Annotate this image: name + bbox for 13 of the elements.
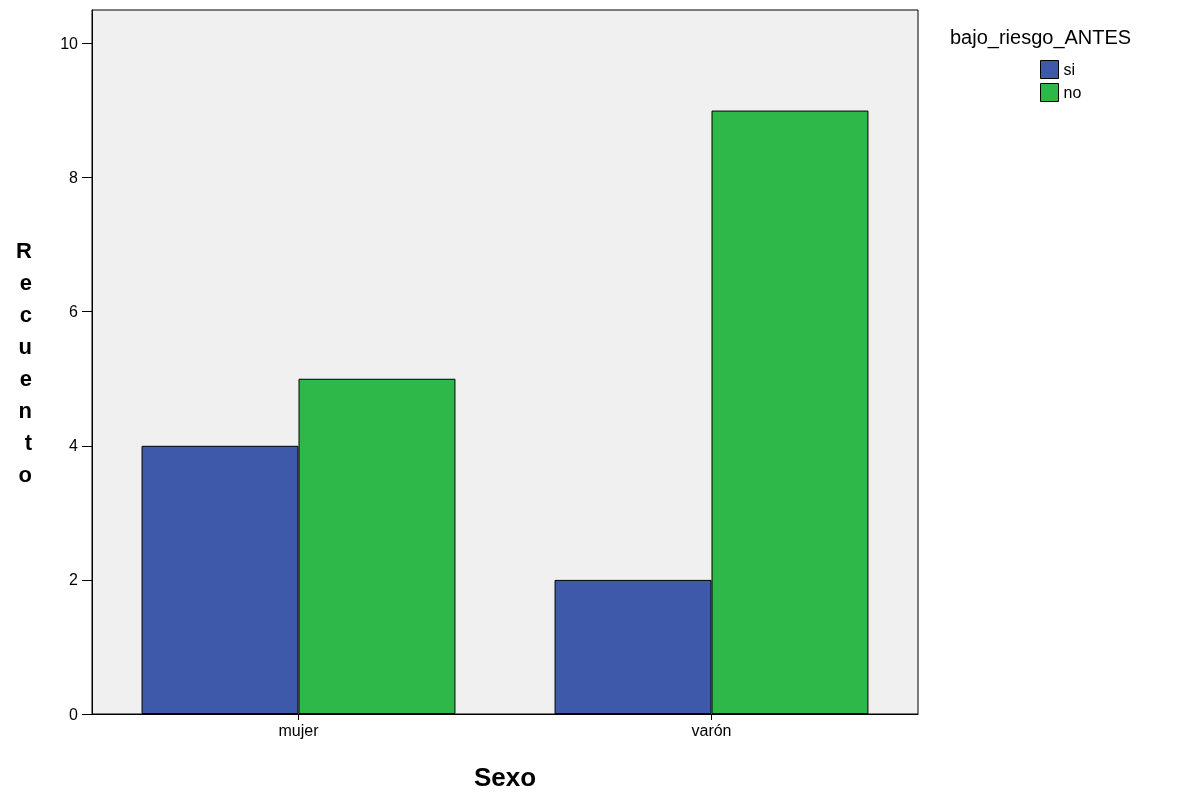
y-tick-label: 2 — [69, 571, 79, 589]
y-axis-title: Recuento — [16, 237, 33, 487]
y-tick-label: 0 — [69, 705, 79, 723]
y-tick-label: 8 — [69, 169, 79, 187]
y-tick-label: 10 — [60, 35, 79, 53]
x-tick-label: varón — [691, 721, 732, 739]
legend-title: bajo_riesgo_ANTES — [950, 26, 1132, 49]
legend-label: si — [1063, 61, 1076, 78]
x-axis-title: Sexo — [473, 762, 537, 792]
y-tick-label: 4 — [69, 437, 79, 455]
y-tick-label: 6 — [69, 303, 79, 321]
x-tick-label: mujer — [278, 721, 320, 739]
legend-label: no — [1063, 84, 1082, 101]
